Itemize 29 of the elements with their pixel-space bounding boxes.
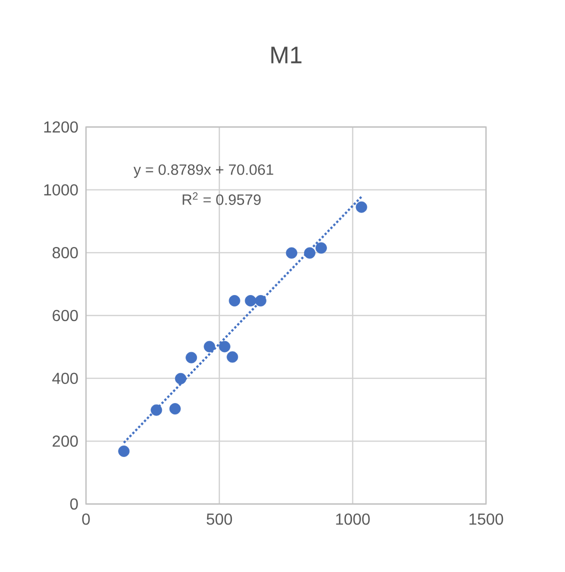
annotation: y = 0.8789x + 70.061 bbox=[134, 164, 274, 178]
point bbox=[226, 351, 238, 363]
point bbox=[186, 352, 198, 364]
y-tick-label: 400 bbox=[52, 372, 78, 384]
y-tick-label: 200 bbox=[52, 436, 78, 447]
point bbox=[118, 446, 130, 457]
y-tick-label: 1200 bbox=[44, 121, 78, 133]
y-tick-label: 800 bbox=[52, 247, 78, 258]
y-tick-label: 0 bbox=[70, 498, 78, 510]
point bbox=[244, 295, 256, 306]
point bbox=[228, 295, 240, 306]
chart-title: M1 bbox=[271, 46, 302, 64]
x-tick-label: 1000 bbox=[336, 514, 370, 525]
point bbox=[356, 201, 368, 213]
point bbox=[286, 247, 298, 259]
x-tick-label: 500 bbox=[206, 514, 232, 525]
y-tick-label: 600 bbox=[52, 310, 78, 322]
point bbox=[218, 340, 230, 352]
point bbox=[150, 404, 162, 416]
point bbox=[254, 295, 266, 306]
x-tick-label: 1500 bbox=[469, 514, 504, 525]
y-tick-label: 1000 bbox=[44, 184, 78, 196]
point bbox=[169, 403, 181, 415]
point bbox=[304, 247, 316, 259]
x-tick-label: 0 bbox=[82, 514, 90, 525]
point bbox=[316, 242, 327, 254]
point bbox=[204, 340, 216, 352]
annotation: R$^{2}$ = 0.9579 bbox=[182, 192, 261, 205]
point bbox=[174, 372, 186, 384]
